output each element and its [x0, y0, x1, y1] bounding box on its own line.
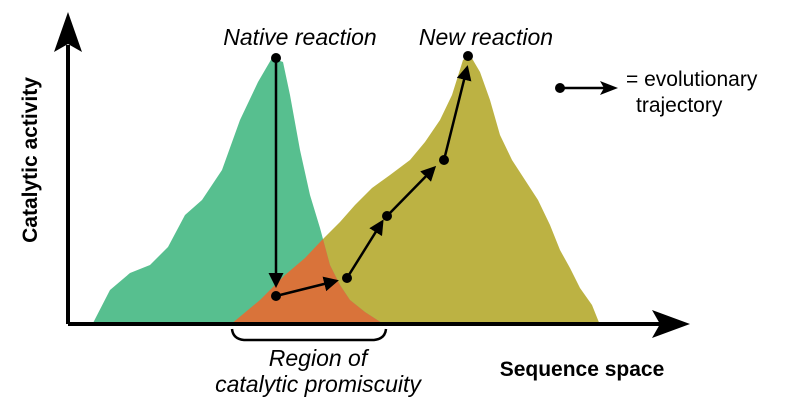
- native-reaction-label: Native reaction: [223, 24, 376, 50]
- trajectory-segment-4: [442, 65, 472, 161]
- native-peak-point: [271, 53, 281, 63]
- trajectory-point-3: [382, 211, 392, 221]
- trajectory-segment-1: [275, 276, 339, 298]
- y-axis-arrowhead: [54, 12, 82, 52]
- legend-label-line1: = evolutionary: [626, 68, 758, 91]
- trajectory-point-1: [271, 291, 281, 301]
- x-axis-label: Sequence space: [500, 358, 665, 381]
- region-label-line1: Region of: [269, 345, 370, 371]
- x-axis-arrowhead: [652, 310, 690, 338]
- legend-label-line2: trajectory: [636, 94, 723, 117]
- region-label-line2: catalytic promiscuity: [215, 371, 422, 397]
- y-axis-label: Catalytic activity: [19, 77, 42, 243]
- dot-arrow-icon: [555, 81, 618, 95]
- trajectory-segment-2: [345, 219, 384, 279]
- trajectory-point-4: [439, 155, 449, 165]
- region-bracket: [230, 328, 388, 342]
- promiscuity-overlap-region: [230, 58, 385, 325]
- trajectory-point-2: [342, 273, 352, 283]
- new-reaction-label: New reaction: [419, 24, 553, 50]
- new-peak-point: [463, 51, 473, 61]
- trajectory-segment-3: [386, 165, 437, 217]
